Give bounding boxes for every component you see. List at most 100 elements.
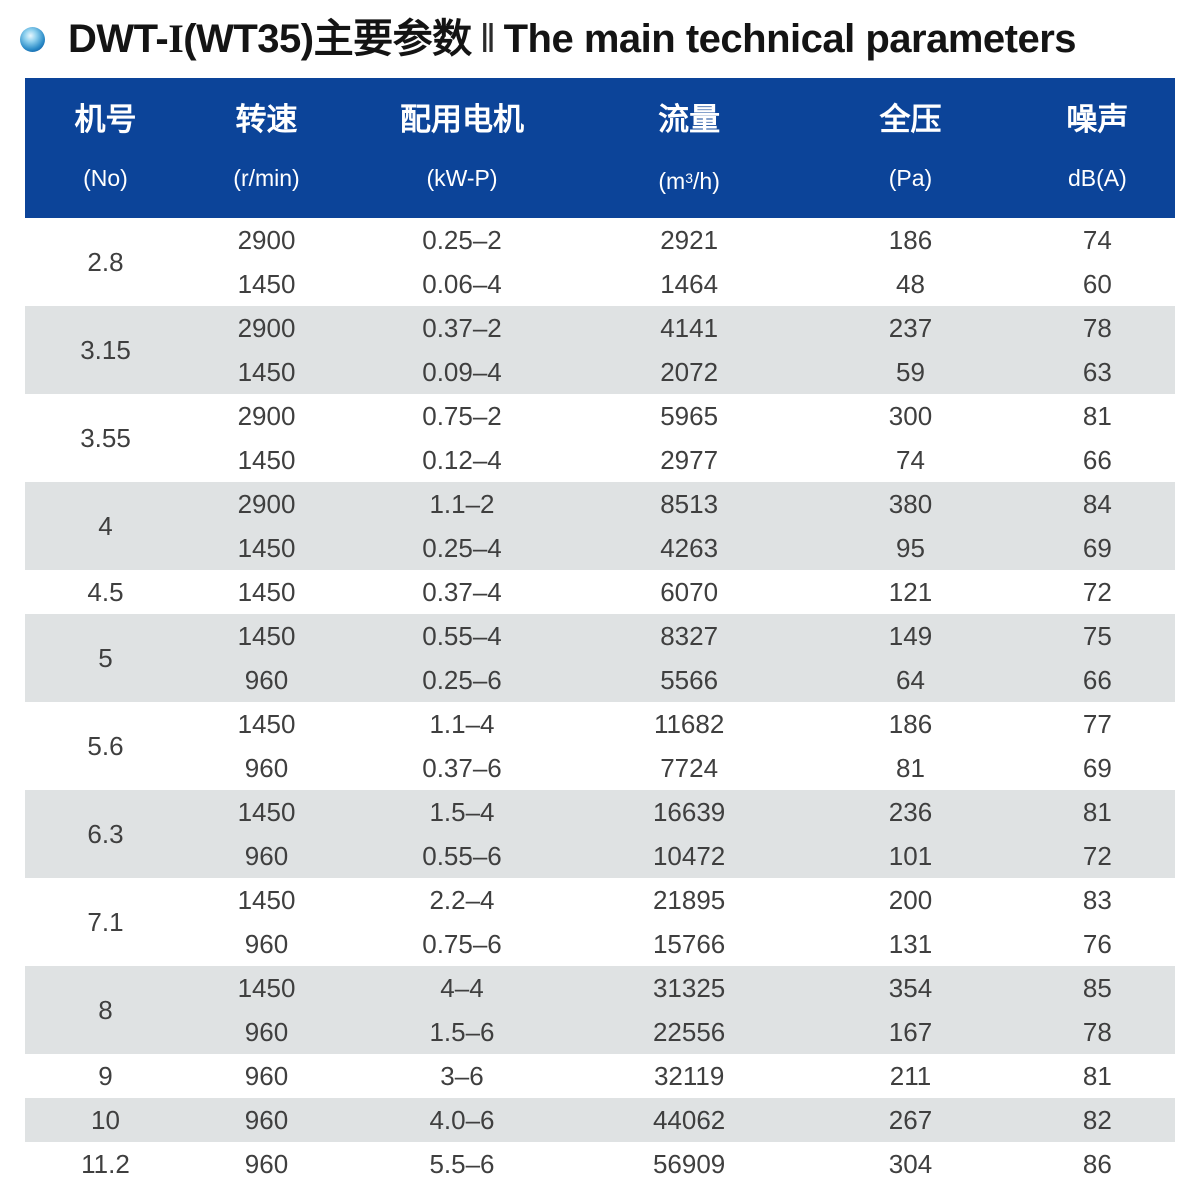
cell-motor: 0.37–2	[347, 306, 577, 350]
cell-flow: 1464	[660, 268, 719, 299]
cell-motor: 0.55–4	[347, 614, 577, 658]
superscript-3: 3	[685, 170, 694, 186]
cell-no: 5.6	[87, 730, 124, 761]
col-header-no: 机号 (No)	[25, 78, 186, 218]
cell-pressure: 59	[801, 350, 1020, 394]
cell-flow: 11682	[653, 708, 725, 739]
cell-noise: 60	[1082, 268, 1112, 299]
cell-no: 3.55	[80, 422, 131, 453]
col-header-speed: 转速 (r/min)	[186, 78, 347, 218]
table-row: 5 1450 0.55–4 8327 149 75	[25, 614, 1175, 702]
cell-speed: 2900	[186, 306, 347, 350]
cell-noise: 76	[1082, 928, 1112, 959]
cell-noise: 84	[1019, 482, 1175, 526]
title-model-prefix: DWT-	[68, 17, 169, 61]
cell-motor: 1.5–4	[347, 790, 577, 834]
cell-flow: 2921	[660, 224, 719, 255]
title-model-suffix: (WT35)主要参数	[183, 17, 472, 61]
cell-noise: 66	[1019, 658, 1175, 702]
cell-speed: 1450	[237, 444, 296, 475]
cell-motor: 3–6	[440, 1060, 484, 1091]
cell-pressure: 167	[801, 1010, 1020, 1054]
table-row: 960 1.5–6 22556 167 78	[25, 1010, 1175, 1054]
cell-noise: 81	[1082, 1060, 1112, 1091]
title-model-roman: I	[168, 16, 184, 61]
cell-noise: 82	[1019, 1098, 1175, 1142]
cell-pressure: 74	[896, 444, 925, 475]
table-row: 960 0.75–6 15766 131 76	[25, 922, 1175, 966]
cell-speed: 1450	[237, 708, 296, 739]
cell-flow: 8513	[577, 482, 802, 526]
cell-motor: 5.5–6	[429, 1148, 495, 1179]
cell-flow: 56909	[652, 1148, 726, 1179]
cell-motor: 0.12–4	[422, 444, 502, 475]
cell-no: 6.3	[25, 790, 186, 878]
row-group-4.5: 4.5 1450 0.37–4 6070 121 72	[25, 570, 1175, 614]
row-group-9: 9 960 3–6 32119 211 81	[25, 1054, 1175, 1098]
table-row: 5.6 1450 1.1–4 11682 186 77	[25, 702, 1175, 761]
table-row: 2.8 2900 0.25–2 2921 186 74	[25, 218, 1175, 277]
cell-noise: 69	[1019, 526, 1175, 570]
cell-speed: 1450	[186, 526, 347, 570]
cell-no: 7.1	[87, 906, 124, 937]
cell-flow: 2072	[577, 350, 802, 394]
table-row: 1450 0.25–4 4263 95 69	[25, 526, 1175, 570]
cell-pressure: 64	[801, 658, 1020, 702]
cell-flow: 21895	[652, 884, 726, 915]
cell-motor: 1.5–6	[347, 1010, 577, 1054]
row-group-11.2: 11.2 960 5.5–6 56909 304 86	[25, 1142, 1175, 1186]
cell-motor: 0.37–6	[422, 752, 502, 783]
cell-speed: 960	[244, 928, 289, 959]
cell-motor: 0.09–4	[347, 350, 577, 394]
cell-noise: 78	[1019, 1010, 1175, 1054]
table-row: 7.1 1450 2.2–4 21895 200 83	[25, 878, 1175, 937]
cell-speed: 1450	[186, 790, 347, 834]
cell-speed: 2900	[237, 400, 296, 431]
col-label: 流量	[658, 102, 721, 137]
cell-noise: 69	[1082, 752, 1112, 783]
cell-speed: 1450	[186, 614, 347, 658]
cell-flow: 2977	[660, 444, 719, 475]
cell-pressure: 200	[888, 884, 933, 915]
cell-noise: 72	[1082, 576, 1112, 607]
cell-no: 4	[25, 482, 186, 570]
col-label: 配用电机	[400, 102, 524, 137]
cell-speed: 960	[186, 658, 347, 702]
cell-flow: 15766	[652, 928, 726, 959]
cell-pressure: 95	[801, 526, 1020, 570]
cell-pressure: 48	[896, 268, 925, 299]
cell-flow: 32119	[653, 1060, 725, 1091]
title-separator: ‖	[479, 17, 497, 61]
table-row: 4 2900 1.1–2 8513 380 84	[25, 482, 1175, 570]
cell-noise: 86	[1082, 1148, 1112, 1179]
row-group-7.1: 7.1 1450 2.2–4 21895 200 83 960 0.75–6 15766 131 7…	[25, 878, 1175, 966]
row-group-5.6: 5.6 1450 1.1–4 11682 186 77 960 0.37–6 7724 81 69	[25, 702, 1175, 790]
cell-noise: 72	[1019, 834, 1175, 878]
table-row: 4.5 1450 0.37–4 6070 121 72	[25, 570, 1175, 614]
col-label: 全压	[879, 102, 942, 137]
cell-no: 10	[25, 1098, 186, 1142]
cell-motor: 1.1–4	[429, 708, 495, 739]
page-header: DWT-I(WT35)主要参数 ‖ The main technical param…	[20, 10, 1170, 68]
cell-pressure: 237	[801, 306, 1020, 350]
cell-noise: 78	[1019, 306, 1175, 350]
cell-speed: 960	[186, 834, 347, 878]
row-group-8: 8 1450 4–4 31325 354 85 960 1.5–6 22556 167 78	[25, 966, 1175, 1054]
cell-motor: 0.37–4	[422, 576, 502, 607]
cell-flow: 7724	[660, 752, 719, 783]
cell-noise: 81	[1019, 790, 1175, 834]
title-english: The main technical parameters	[503, 17, 1077, 61]
cell-pressure: 121	[888, 576, 933, 607]
cell-pressure: 149	[801, 614, 1020, 658]
cell-flow: 22556	[577, 1010, 802, 1054]
cell-motor: 0.25–6	[347, 658, 577, 702]
cell-flow: 10472	[577, 834, 802, 878]
cell-pressure: 186	[888, 224, 933, 255]
col-unit: (Pa)	[888, 165, 933, 191]
row-group-3.15: 3.15 2900 0.37–2 4141 237 78 1450 0.09–4 2072 59 6…	[25, 306, 1175, 394]
cell-speed: 1450	[237, 268, 296, 299]
cell-motor: 0.75–6	[422, 928, 502, 959]
col-label: 转速	[235, 102, 298, 137]
col-label: 机号	[74, 102, 137, 137]
cell-pressure: 131	[888, 928, 933, 959]
